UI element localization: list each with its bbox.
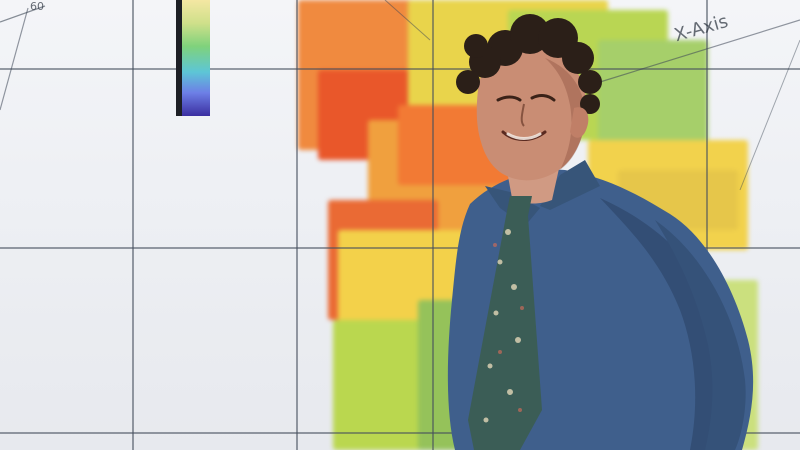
colorbar-legend [176,0,210,116]
hair [456,14,602,114]
screen-seam [0,247,800,249]
screen-seam [0,68,800,70]
face [476,47,587,181]
arm [655,220,746,450]
corner-tick-label: 60 [30,0,44,13]
screen-seam [432,0,434,450]
screen-seam [296,0,298,450]
screen-seam [132,0,134,450]
screen-seam [706,0,708,450]
tie [468,196,542,450]
screen-seam [0,432,800,434]
ear [570,107,589,138]
